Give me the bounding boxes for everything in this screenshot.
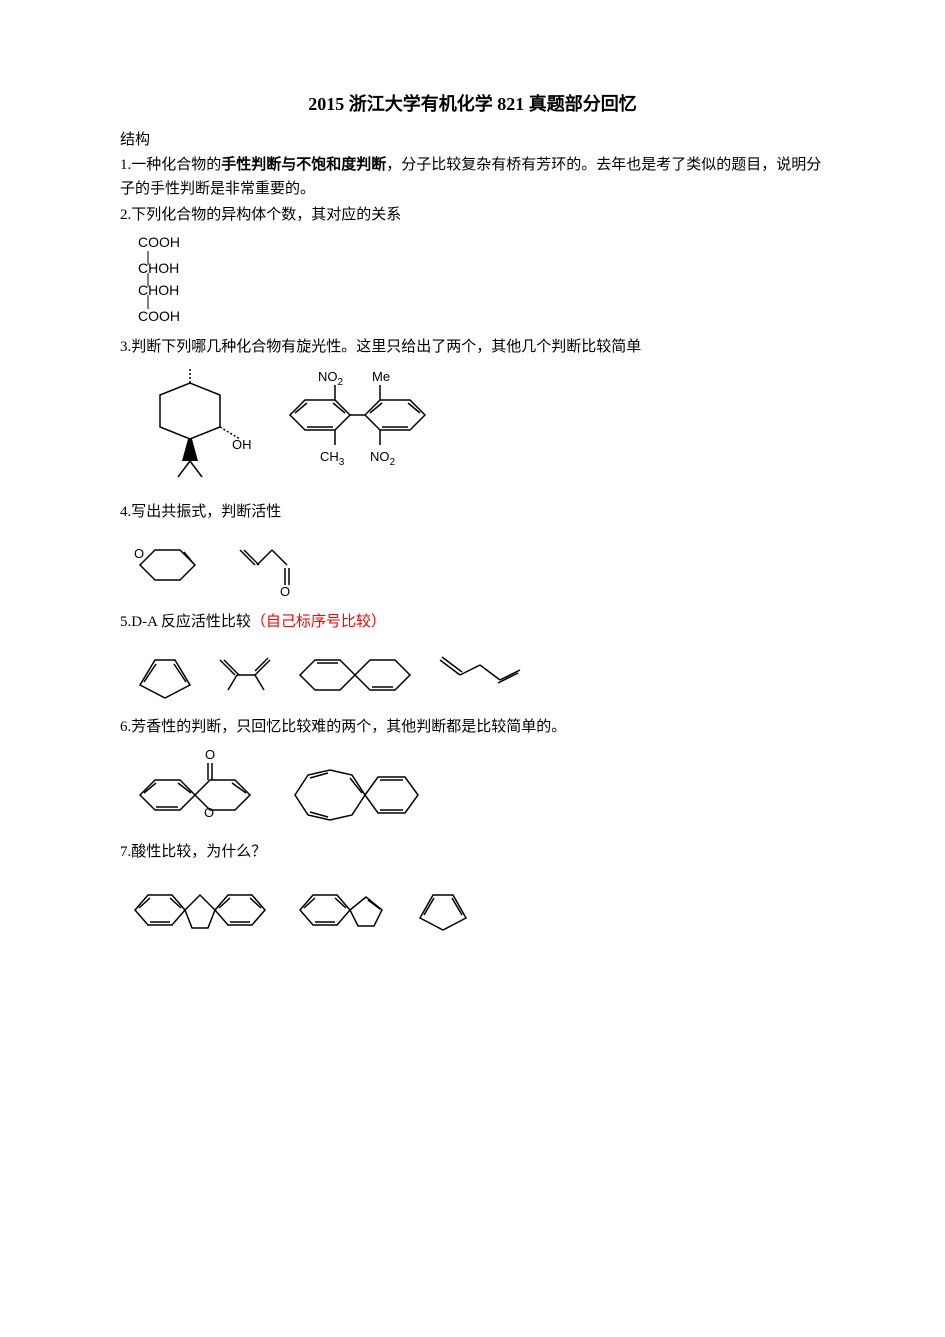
q3-ch3: CH3 <box>320 449 345 468</box>
q1-pre: 一种化合物的 <box>131 157 221 173</box>
q6-structures: O O <box>120 745 460 830</box>
q3-structures: OH NO2 Me CH3 NO2 <box>120 365 480 490</box>
q4-structures: O O <box>120 530 340 600</box>
q2-structure: COOH CHOH CHOH COOH <box>120 233 200 325</box>
section-heading: 结构 <box>120 128 825 149</box>
document-page: 2015 浙江大学有机化学 821 真题部分回忆 结构 1.一种化合物的手性判断… <box>0 0 945 940</box>
q2-l4: COOH <box>138 308 180 324</box>
q3-no2b: NO2 <box>370 449 396 468</box>
q3-me: Me <box>372 369 390 384</box>
question-2: 2.下列化合物的异构体个数，其对应的关系 <box>120 203 825 227</box>
q2-l3: CHOH <box>138 282 179 298</box>
q5-red: （自己标序号比较） <box>251 614 386 630</box>
q1-bold: 手性判断与不饱和度判断 <box>221 157 386 173</box>
question-5: 5.D-A 反应活性比较（自己标序号比较） <box>120 610 825 634</box>
question-4: 4.写出共振式，判断活性 <box>120 500 825 524</box>
q5-structures <box>120 640 540 705</box>
q4-o2: O <box>280 584 290 599</box>
q6-o-top: O <box>205 747 215 762</box>
q3-no2a: NO2 <box>318 369 344 388</box>
q2-l1: COOH <box>138 234 180 250</box>
q1-num: 1. <box>120 157 131 173</box>
q6-o-ring: O <box>204 805 214 820</box>
q7-structures <box>120 870 500 940</box>
page-title: 2015 浙江大学有机化学 821 真题部分回忆 <box>120 90 825 116</box>
question-1: 1.一种化合物的手性判断与不饱和度判断，分子比较复杂有桥有芳环的。去年也是考了类… <box>120 153 825 201</box>
question-7: 7.酸性比较，为什么？ <box>120 840 825 864</box>
q5-pre: 5.D-A 反应活性比较 <box>120 614 251 630</box>
question-6: 6.芳香性的判断，只回忆比较难的两个，其他判断都是比较简单的。 <box>120 715 825 739</box>
question-3: 3.判断下列哪几种化合物有旋光性。这里只给出了两个，其他几个判断比较简单 <box>120 335 825 359</box>
q4-o1: O <box>134 546 144 561</box>
q3-oh: OH <box>232 437 252 452</box>
q2-l2: CHOH <box>138 260 179 276</box>
